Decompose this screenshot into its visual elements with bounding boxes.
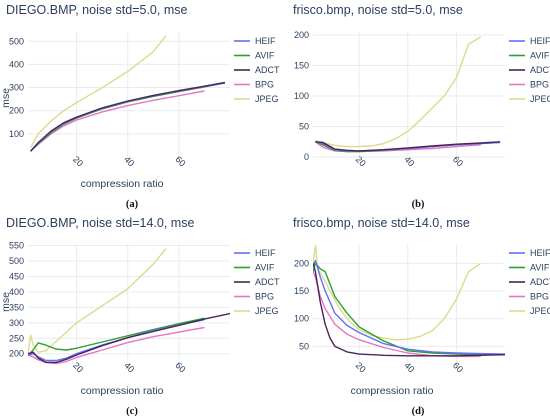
x-axis-label: compression ratio bbox=[351, 385, 434, 397]
series-line-adct bbox=[313, 263, 505, 357]
legend-label[interactable]: JPEG bbox=[530, 94, 550, 104]
y-tick-label: 200 bbox=[9, 106, 24, 116]
legend-label[interactable]: BPG bbox=[530, 292, 549, 302]
panel-caption: (a) bbox=[126, 199, 139, 210]
plot-background bbox=[313, 244, 505, 363]
legend-label[interactable]: ADCT bbox=[255, 65, 280, 75]
series-line-avif bbox=[28, 317, 205, 356]
y-tick-label: 300 bbox=[9, 318, 24, 328]
panel-title: frisco.bmp, noise std=14.0, mse bbox=[293, 216, 470, 230]
series-line-adct bbox=[315, 141, 501, 152]
y-tick-label: 300 bbox=[9, 83, 24, 93]
y-tick-label: 150 bbox=[294, 286, 309, 296]
series-line-jpeg bbox=[29, 35, 167, 149]
y-axis-label: mse bbox=[0, 88, 12, 108]
y-tick-label: 350 bbox=[9, 302, 24, 312]
series-line-bpg bbox=[28, 326, 205, 365]
y-tick-label: 200 bbox=[294, 258, 309, 268]
y-tick-label: 50 bbox=[299, 122, 309, 132]
legend[interactable]: HEIF AVIF ADCT BPG JPEG bbox=[509, 36, 550, 104]
legend-label[interactable]: BPG bbox=[530, 80, 549, 90]
legend-label[interactable]: AVIF bbox=[255, 263, 275, 273]
series-line-jpeg bbox=[28, 248, 167, 354]
y-tick-label: 50 bbox=[299, 341, 309, 351]
legend-label[interactable]: AVIF bbox=[530, 263, 550, 273]
y-tick-label: 200 bbox=[9, 349, 24, 359]
series-line-bpg bbox=[30, 90, 205, 152]
panel-caption: (b) bbox=[412, 199, 425, 210]
series-line-heif bbox=[313, 259, 505, 355]
legend-label[interactable]: AVIF bbox=[255, 51, 275, 61]
panel-title: DIEGO.BMP, noise std=14.0, mse bbox=[6, 216, 194, 230]
x-axis-label: compression ratio bbox=[81, 178, 164, 190]
legend-label[interactable]: BPG bbox=[255, 292, 274, 302]
panel-caption: (c) bbox=[126, 406, 138, 417]
series-line-jpeg bbox=[315, 36, 482, 148]
plot-background bbox=[28, 32, 230, 157]
y-tick-label: 400 bbox=[9, 287, 24, 297]
legend-label[interactable]: BPG bbox=[255, 80, 274, 90]
plot-background bbox=[313, 32, 505, 157]
legend-label[interactable]: AVIF bbox=[530, 51, 550, 61]
y-tick-label: 200 bbox=[294, 30, 309, 40]
y-tick-label: 400 bbox=[9, 59, 24, 69]
y-tick-label: 450 bbox=[9, 271, 24, 281]
legend[interactable]: HEIF AVIF ADCT BPG JPEG bbox=[234, 36, 280, 104]
legend-label[interactable]: JPEG bbox=[530, 306, 550, 316]
panel-title: frisco.bmp, noise std=5.0, mse bbox=[293, 3, 463, 17]
y-tick-label: 100 bbox=[294, 91, 309, 101]
legend[interactable]: HEIF AVIF ADCT BPG JPEG bbox=[234, 248, 280, 316]
legend-label[interactable]: HEIF bbox=[255, 248, 276, 258]
legend-label[interactable]: HEIF bbox=[530, 248, 550, 258]
legend-label[interactable]: ADCT bbox=[530, 65, 550, 75]
panel-caption: (d) bbox=[412, 406, 425, 417]
series-line-adct bbox=[30, 81, 226, 152]
y-tick-label: 550 bbox=[9, 241, 24, 251]
y-tick-label: 250 bbox=[9, 333, 24, 343]
series-line-adct bbox=[28, 312, 230, 364]
legend-label[interactable]: HEIF bbox=[530, 36, 550, 46]
x-axis-label: compression ratio bbox=[81, 385, 164, 397]
legend-label[interactable]: HEIF bbox=[255, 36, 276, 46]
y-tick-label: 500 bbox=[9, 36, 24, 46]
plot-background bbox=[28, 244, 230, 363]
legend-label[interactable]: JPEG bbox=[255, 94, 279, 104]
y-tick-label: 0 bbox=[304, 152, 309, 162]
y-tick-label: 100 bbox=[294, 314, 309, 324]
y-tick-label: 100 bbox=[9, 129, 24, 139]
legend-label[interactable]: JPEG bbox=[255, 306, 279, 316]
panel-title: DIEGO.BMP, noise std=5.0, mse bbox=[6, 3, 187, 17]
legend-label[interactable]: ADCT bbox=[255, 277, 280, 287]
y-axis-label: mse bbox=[0, 292, 12, 312]
legend[interactable]: HEIF AVIF ADCT BPG JPEG bbox=[509, 248, 550, 316]
legend-label[interactable]: ADCT bbox=[530, 277, 550, 287]
y-tick-label: 500 bbox=[9, 256, 24, 266]
series-line-avif bbox=[313, 262, 505, 356]
y-tick-label: 150 bbox=[294, 61, 309, 71]
